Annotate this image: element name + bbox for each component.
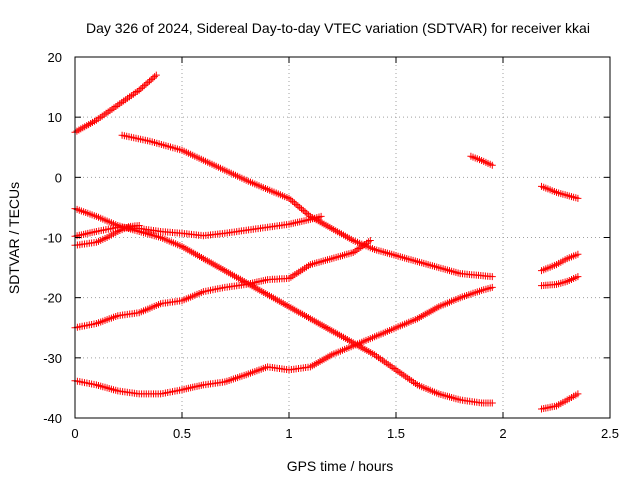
data-point <box>285 194 293 202</box>
series-arc-8 <box>467 152 496 169</box>
data-point <box>301 208 309 216</box>
data-point <box>294 202 302 210</box>
series-arc-2 <box>118 131 496 281</box>
series-layer <box>71 71 582 413</box>
x-tick-label: 2.5 <box>601 426 619 441</box>
x-tick-label: 0 <box>71 426 78 441</box>
y-tick-label: -40 <box>43 411 62 426</box>
data-point <box>142 80 150 88</box>
y-tick-label: 10 <box>48 110 62 125</box>
y-tick-label: 20 <box>48 50 62 65</box>
x-tick-label: 1 <box>285 426 292 441</box>
series-arc-7 <box>71 283 496 398</box>
x-axis-label: GPS time / hours <box>287 458 394 474</box>
data-point <box>488 283 496 291</box>
data-point <box>144 79 152 87</box>
tick-marks <box>74 56 611 419</box>
data-point <box>140 82 148 90</box>
data-point <box>137 85 145 93</box>
data-point <box>488 273 496 281</box>
data-point <box>366 237 374 244</box>
series-arc-12 <box>538 390 582 413</box>
y-tick-label: -30 <box>43 351 62 366</box>
data-point <box>303 209 311 217</box>
data-point <box>574 390 582 398</box>
series-arc-10 <box>538 250 582 275</box>
y-tick-label: -20 <box>43 291 62 306</box>
data-point <box>287 196 295 204</box>
y-axis-label: SDTVAR / TECUs <box>6 182 22 294</box>
data-point <box>151 73 159 81</box>
x-tick-label: 1.5 <box>387 426 405 441</box>
data-point <box>574 273 582 281</box>
data-point <box>290 199 298 207</box>
data-point <box>299 206 307 214</box>
data-point <box>292 200 300 208</box>
data-point <box>135 222 143 229</box>
series-arc-1 <box>71 71 160 136</box>
x-tick-label: 0.5 <box>173 426 191 441</box>
y-tick-label: 0 <box>55 170 62 185</box>
data-point <box>289 197 297 205</box>
data-point <box>139 83 147 91</box>
chart-title: Day 326 of 2024, Sidereal Day-to-day VTE… <box>86 20 590 36</box>
data-point <box>135 86 143 94</box>
data-point <box>488 161 496 169</box>
series-arc-9 <box>538 182 582 202</box>
series-arc-5 <box>71 222 143 249</box>
data-point <box>296 203 304 211</box>
grid <box>75 57 610 418</box>
data-point <box>146 77 153 85</box>
tick-labels: 0 0.5 1 1.5 2 2.5 -40 -30 -20 -10 0 10 20 <box>43 50 619 441</box>
data-point <box>149 74 157 82</box>
x-tick-label: 2 <box>499 426 506 441</box>
data-point <box>488 399 496 407</box>
data-point <box>574 250 582 258</box>
y-tick-label: -10 <box>43 231 62 246</box>
series-arc-11 <box>538 273 582 290</box>
data-point <box>574 194 582 202</box>
data-point <box>317 212 325 220</box>
data-point <box>298 205 305 213</box>
data-point <box>147 76 155 84</box>
data-point <box>152 71 160 79</box>
